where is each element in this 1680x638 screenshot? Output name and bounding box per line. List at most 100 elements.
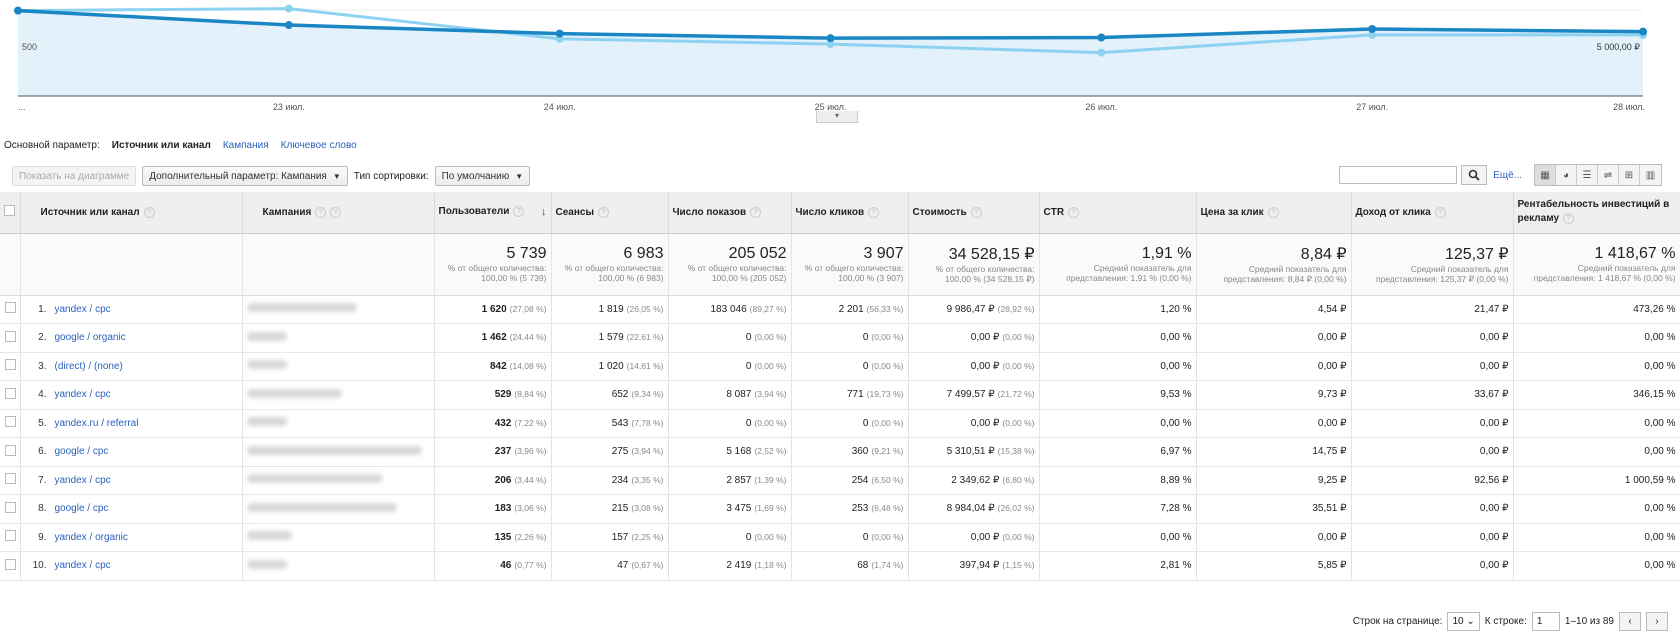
remove-dimension-icon[interactable]: ×: [330, 206, 342, 218]
col-header-campaign[interactable]: Кампания? ×: [242, 192, 435, 234]
row-select-cell[interactable]: [0, 295, 21, 324]
row-select-cell[interactable]: [0, 380, 21, 410]
sort-desc-icon[interactable]: ↓: [541, 206, 547, 219]
row-checkbox[interactable]: [4, 558, 16, 570]
col-header-cpc[interactable]: Цена за клик?: [1196, 192, 1352, 234]
row-select-cell[interactable]: [0, 494, 21, 524]
cell-rpc: 0,00 ₽: [1351, 409, 1514, 438]
cell-impressions-pct: (1,18 %): [754, 560, 787, 571]
cell-impressions-value: 0: [745, 531, 752, 543]
row-select-cell[interactable]: [0, 352, 21, 381]
source-link[interactable]: (direct) / (none): [54, 360, 123, 372]
cell-users: 183 (3,06 %): [434, 494, 552, 524]
col-header-cost[interactable]: Стоимость?: [908, 192, 1040, 234]
data-point: [1368, 24, 1377, 33]
plot-rows-button[interactable]: Показать на диаграмме: [12, 166, 137, 186]
row-select-cell[interactable]: [0, 437, 21, 467]
help-icon[interactable]: ?: [143, 206, 155, 218]
row-select-cell[interactable]: [0, 466, 21, 495]
source-link[interactable]: google / cpc: [54, 446, 109, 458]
x-tick-label: ...: [18, 102, 26, 112]
help-icon[interactable]: ?: [970, 206, 982, 218]
table-search-input[interactable]: [1339, 166, 1458, 184]
col-header-rpc[interactable]: Доход от клика?: [1351, 192, 1514, 234]
cell-clicks-pct: (6,48 %): [871, 503, 904, 514]
search-icon: [1468, 169, 1480, 181]
row-checkbox[interactable]: [4, 359, 16, 371]
help-icon[interactable]: ?: [315, 206, 327, 218]
data-point: [1639, 27, 1647, 36]
search-button[interactable]: [1461, 165, 1488, 185]
cell-users-value: 206: [494, 474, 512, 486]
cell-clicks-pct: (56,33 %): [866, 303, 904, 314]
goto-row-input[interactable]: 1: [1531, 612, 1560, 631]
chart-collapse-handle[interactable]: ▾: [816, 111, 858, 123]
prev-page-icon[interactable]: ‹: [1619, 612, 1641, 631]
source-link[interactable]: yandex / cpc: [54, 474, 111, 486]
cell-users-pct: (14,08 %): [509, 360, 547, 371]
next-page-icon[interactable]: ›: [1646, 612, 1668, 631]
help-icon[interactable]: ?: [868, 206, 880, 218]
cell-campaign: [242, 323, 435, 353]
col-header-users[interactable]: Пользователи? ↓: [434, 192, 552, 234]
cell-users-value: 432: [494, 417, 512, 429]
row-select-cell[interactable]: [0, 551, 21, 581]
col-header-sessions[interactable]: Сеансы?: [551, 192, 669, 234]
row-checkbox[interactable]: [4, 302, 16, 314]
source-link[interactable]: google / cpc: [54, 503, 109, 515]
col-header-roas[interactable]: Рентабельность инвестиций в рекламу?: [1513, 192, 1680, 234]
row-index: 5.: [38, 417, 47, 429]
cell-sessions: 157 (2,25 %): [551, 523, 669, 552]
help-icon[interactable]: ?: [598, 206, 609, 218]
source-link[interactable]: yandex / cpc: [54, 303, 111, 315]
cell-cost-value: 5 310,51 ₽: [946, 446, 995, 458]
help-icon[interactable]: ?: [1563, 213, 1575, 225]
row-checkbox[interactable]: [4, 501, 16, 513]
row-index: 10.: [32, 560, 47, 572]
help-icon[interactable]: ?: [1434, 206, 1446, 218]
source-link[interactable]: yandex / cpc: [54, 389, 111, 401]
pie-view-icon[interactable]: ◕: [1556, 165, 1577, 185]
source-link[interactable]: yandex / cpc: [54, 560, 111, 572]
row-select-cell[interactable]: [0, 409, 21, 438]
row-checkbox[interactable]: [4, 530, 16, 542]
cell-clicks: 360 (9,21 %): [791, 437, 909, 467]
secondary-dimension-dropdown[interactable]: Дополнительный параметр: Кампания ▼: [142, 166, 348, 186]
term-cloud-view-icon[interactable]: ⊞: [1619, 165, 1640, 185]
help-icon[interactable]: ?: [1068, 206, 1080, 218]
select-all-checkbox[interactable]: [4, 205, 15, 217]
advanced-filter-link[interactable]: Ещё...: [1493, 169, 1522, 181]
performance-view-icon[interactable]: ☰: [1577, 165, 1598, 185]
table-view-icon[interactable]: ▦: [1535, 165, 1556, 185]
row-checkbox[interactable]: [4, 330, 16, 342]
cell-roas-value: 0,00 %: [1644, 446, 1676, 458]
cell-rpc: 0,00 ₽: [1351, 551, 1514, 581]
cell-sessions-pct: (0,67 %): [631, 560, 664, 571]
select-all-cell[interactable]: [0, 192, 21, 234]
row-select-cell[interactable]: [0, 323, 21, 353]
comparison-view-icon[interactable]: ⇌: [1598, 165, 1619, 185]
cell-rpc-value: 21,47 ₽: [1474, 303, 1509, 315]
col-header-impressions[interactable]: Число показов?: [668, 192, 792, 234]
col-header-clicks[interactable]: Число кликов?: [791, 192, 909, 234]
help-icon[interactable]: ?: [1267, 206, 1279, 218]
row-checkbox[interactable]: [4, 387, 16, 399]
row-checkbox[interactable]: [4, 473, 16, 485]
rows-per-page-select[interactable]: 10 ⌄: [1447, 612, 1480, 631]
dimension-keyword-link[interactable]: Ключевое слово: [280, 140, 357, 151]
dimension-campaign-link[interactable]: Кампания: [222, 140, 269, 151]
help-icon[interactable]: ?: [750, 206, 762, 218]
row-checkbox[interactable]: [4, 444, 16, 456]
source-link[interactable]: google / organic: [54, 332, 126, 344]
source-link[interactable]: yandex / organic: [54, 531, 128, 543]
row-checkbox[interactable]: [4, 416, 16, 428]
sort-type-dropdown[interactable]: По умолчанию ▼: [434, 166, 531, 186]
help-icon[interactable]: ?: [513, 206, 525, 218]
col-header-source[interactable]: Источник или канал?: [20, 192, 243, 234]
cell-impressions: 3 475 (1,69 %): [668, 494, 792, 524]
source-link[interactable]: yandex.ru / referral: [54, 417, 139, 429]
col-header-ctr[interactable]: CTR?: [1039, 192, 1197, 234]
cell-campaign: [242, 380, 435, 410]
pivot-view-icon[interactable]: ▥: [1640, 165, 1661, 185]
row-select-cell[interactable]: [0, 523, 21, 552]
